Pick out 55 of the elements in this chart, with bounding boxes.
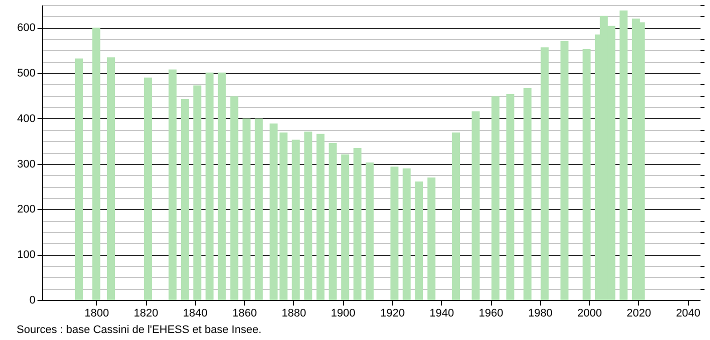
x-tick-label: 1860 — [232, 308, 257, 320]
bar — [523, 88, 532, 300]
bar — [328, 142, 337, 300]
bar — [230, 96, 238, 300]
source-note: Sources : base Cassini de l'EHESS et base Insee. — [16, 324, 262, 336]
bar — [472, 111, 480, 300]
x-tick-label: 2020 — [626, 308, 652, 320]
x-tick-label: 1920 — [380, 308, 405, 320]
bar — [582, 49, 591, 300]
x-tick-label: 1820 — [134, 308, 158, 320]
bar — [180, 98, 189, 300]
x-tick-label: 1880 — [282, 308, 306, 320]
bar — [270, 123, 278, 300]
x-tick-label: 1800 — [84, 308, 109, 320]
y-tick-label: 100 — [17, 249, 36, 262]
bar — [292, 140, 300, 300]
bar — [620, 10, 628, 300]
x-tick-label: 1840 — [183, 308, 208, 320]
bar — [144, 78, 152, 300]
bar — [427, 177, 436, 300]
bar — [491, 96, 500, 300]
bar — [242, 118, 251, 300]
x-tick-label: 1900 — [330, 308, 356, 320]
bar — [452, 132, 460, 300]
y-tick-label: 600 — [17, 22, 36, 34]
bar — [280, 132, 288, 300]
y-tick-label: 0 — [29, 294, 36, 306]
bar — [92, 28, 100, 300]
bar — [316, 134, 324, 300]
bar — [402, 168, 411, 300]
bar — [415, 182, 424, 300]
y-tick-label: 200 — [17, 204, 36, 216]
bar — [390, 166, 398, 300]
x-tick-label: 1980 — [528, 308, 553, 320]
y-tick-label: 500 — [17, 68, 36, 80]
y-tick-label: 300 — [17, 158, 36, 170]
bar — [218, 72, 226, 300]
x-tick-label: 1960 — [478, 308, 504, 320]
x-tick-label: 2040 — [676, 308, 700, 320]
x-tick-label: 2000 — [577, 308, 602, 320]
bar — [193, 85, 202, 300]
bar — [341, 154, 350, 300]
y-tick-label: 400 — [17, 112, 36, 125]
bar — [168, 69, 177, 300]
x-tick-label: 1940 — [429, 308, 454, 320]
bar — [254, 118, 263, 300]
bar — [366, 162, 374, 300]
bar — [304, 132, 312, 300]
bar — [540, 47, 549, 300]
bar — [353, 148, 362, 300]
bar — [107, 57, 116, 300]
bar — [74, 58, 83, 300]
bar — [506, 94, 514, 300]
bar — [560, 40, 568, 300]
bar — [206, 72, 214, 300]
